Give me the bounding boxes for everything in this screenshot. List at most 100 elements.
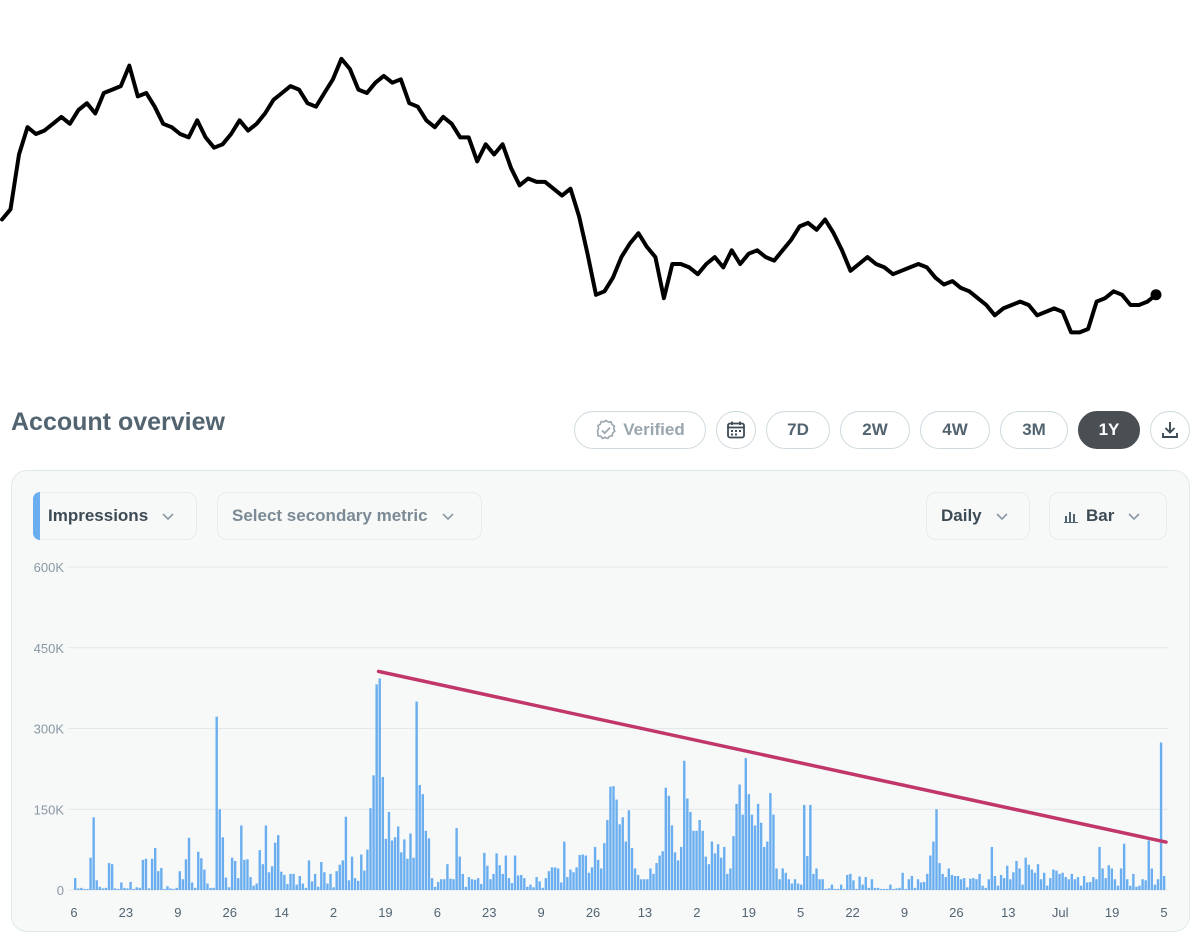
impressions-bar[interactable]	[498, 865, 501, 890]
impressions-bar[interactable]	[741, 814, 744, 890]
impressions-bar[interactable]	[92, 817, 95, 890]
impressions-bar[interactable]	[298, 876, 301, 890]
impressions-bar[interactable]	[243, 859, 246, 890]
chart-type-dropdown[interactable]: Bar	[1049, 492, 1167, 540]
impressions-bar[interactable]	[916, 879, 920, 890]
impressions-bar[interactable]	[1058, 873, 1061, 890]
impressions-bar[interactable]	[326, 883, 329, 890]
impressions-bar[interactable]	[676, 860, 680, 890]
impressions-bar[interactable]	[504, 855, 508, 890]
impressions-bar[interactable]	[956, 876, 960, 890]
impressions-bar[interactable]	[246, 859, 249, 890]
impressions-bar[interactable]	[550, 867, 554, 890]
impressions-bar[interactable]	[821, 879, 824, 890]
impressions-bar[interactable]	[587, 872, 591, 890]
impressions-bar[interactable]	[107, 863, 111, 890]
impressions-bar[interactable]	[227, 887, 231, 890]
impressions-bar[interactable]	[1126, 879, 1129, 890]
impressions-bar[interactable]	[390, 840, 394, 890]
impressions-bar[interactable]	[763, 846, 766, 890]
impressions-bar[interactable]	[876, 887, 880, 890]
impressions-bar[interactable]	[981, 885, 984, 890]
impressions-bar[interactable]	[129, 881, 132, 890]
impressions-bar[interactable]	[799, 884, 803, 890]
impressions-bar[interactable]	[317, 886, 320, 890]
impressions-bar[interactable]	[350, 856, 354, 890]
impressions-bar[interactable]	[203, 869, 206, 890]
impressions-bar[interactable]	[639, 879, 643, 890]
impressions-bar[interactable]	[1052, 869, 1055, 890]
impressions-bar[interactable]	[636, 874, 640, 890]
impressions-bar[interactable]	[716, 844, 720, 890]
impressions-bar[interactable]	[347, 880, 351, 890]
impressions-bar[interactable]	[120, 882, 123, 890]
impressions-bar[interactable]	[778, 879, 781, 890]
impressions-bar[interactable]	[295, 884, 298, 890]
impressions-bar[interactable]	[873, 887, 877, 890]
impressions-bar[interactable]	[169, 888, 172, 890]
impressions-bar[interactable]	[529, 884, 532, 890]
impressions-bar[interactable]	[723, 846, 726, 890]
impressions-bar[interactable]	[200, 858, 203, 890]
range-3m-button[interactable]: 3M	[1000, 411, 1068, 449]
impressions-bar[interactable]	[1119, 868, 1123, 890]
impressions-bar[interactable]	[1061, 872, 1064, 890]
impressions-bar[interactable]	[378, 678, 381, 890]
impressions-bar[interactable]	[836, 888, 840, 890]
impressions-bar[interactable]	[147, 888, 151, 890]
impressions-bar[interactable]	[649, 868, 652, 890]
impressions-bar[interactable]	[815, 868, 818, 890]
impressions-bar[interactable]	[1042, 872, 1046, 890]
verified-filter-button[interactable]: Verified	[574, 411, 706, 449]
impressions-bar[interactable]	[1147, 840, 1150, 890]
impressions-bar[interactable]	[812, 873, 815, 890]
impressions-bar[interactable]	[135, 887, 138, 890]
impressions-bar[interactable]	[547, 871, 551, 890]
impressions-bar[interactable]	[843, 888, 846, 890]
impressions-bar[interactable]	[1082, 876, 1086, 890]
impressions-bar[interactable]	[110, 864, 114, 890]
impressions-bar[interactable]	[86, 888, 89, 890]
impressions-bar[interactable]	[756, 803, 760, 890]
impressions-bar[interactable]	[249, 877, 252, 890]
impressions-bar[interactable]	[818, 879, 821, 890]
impressions-bar[interactable]	[1015, 860, 1018, 890]
impressions-bar[interactable]	[809, 804, 812, 890]
impressions-bar[interactable]	[415, 701, 418, 890]
impressions-bar[interactable]	[784, 872, 787, 890]
impressions-bar[interactable]	[652, 873, 655, 890]
impressions-bar[interactable]	[590, 867, 594, 890]
impressions-bar[interactable]	[959, 879, 963, 890]
impressions-bar[interactable]	[1095, 879, 1098, 890]
impressions-bar[interactable]	[1129, 885, 1132, 890]
impressions-bar[interactable]	[1067, 879, 1070, 890]
impressions-bar[interactable]	[304, 887, 308, 890]
impressions-bar[interactable]	[556, 868, 560, 890]
impressions-bar[interactable]	[769, 793, 772, 890]
impressions-bar[interactable]	[612, 786, 615, 890]
impressions-bar[interactable]	[396, 826, 400, 890]
impressions-bar[interactable]	[409, 833, 412, 890]
impressions-bar[interactable]	[323, 872, 326, 890]
impressions-bar[interactable]	[209, 887, 212, 890]
range-4w-button[interactable]: 4W	[920, 411, 990, 449]
impressions-bar[interactable]	[273, 842, 277, 890]
impressions-bar[interactable]	[560, 882, 563, 890]
impressions-bar[interactable]	[824, 888, 827, 890]
impressions-bar[interactable]	[664, 787, 667, 890]
impressions-bar[interactable]	[922, 881, 926, 890]
impressions-bar[interactable]	[535, 877, 538, 890]
impressions-bar[interactable]	[449, 878, 452, 890]
impressions-bar[interactable]	[255, 883, 258, 890]
impressions-bar[interactable]	[781, 868, 784, 890]
impressions-bar[interactable]	[187, 837, 191, 890]
impressions-bar[interactable]	[858, 876, 861, 890]
impressions-bar[interactable]	[267, 872, 271, 890]
impressions-bar[interactable]	[969, 878, 972, 890]
impressions-bar[interactable]	[77, 888, 80, 890]
impressions-bar[interactable]	[353, 878, 357, 890]
impressions-bar[interactable]	[990, 846, 994, 890]
impressions-bar[interactable]	[157, 871, 160, 890]
impressions-bar[interactable]	[113, 888, 117, 890]
impressions-bar[interactable]	[476, 878, 480, 890]
